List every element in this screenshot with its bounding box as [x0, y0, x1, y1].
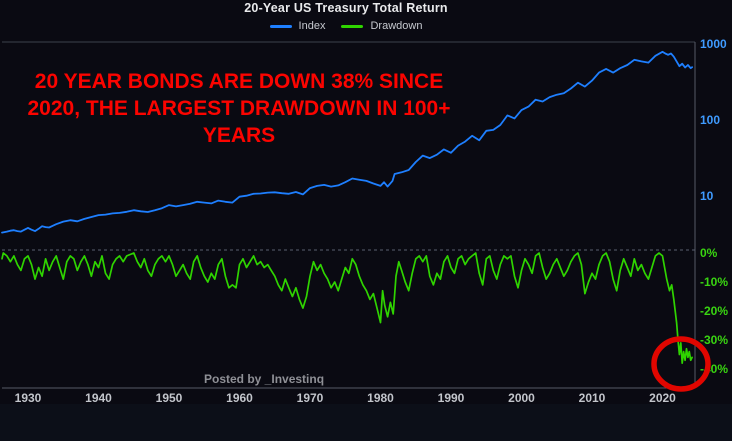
legend-label-drawdown: Drawdown: [370, 20, 423, 32]
x-axis-tick-label: 1960: [226, 391, 253, 405]
x-axis-tick-label: 2020: [649, 391, 676, 405]
red-annotation-text: 20 YEAR BONDS ARE DOWN 38% SINCE 2020, T…: [6, 68, 472, 149]
annotation-line-1: 20 YEAR BONDS ARE DOWN 38% SINCE: [34, 70, 444, 93]
x-axis-tick-label: 1970: [296, 391, 324, 405]
index-line-swatch: [269, 24, 292, 28]
x-axis-tick-label: 1940: [85, 391, 112, 405]
x-axis-tick-label: 1980: [367, 391, 394, 405]
chart-legend: Index Drawdown: [0, 20, 692, 32]
legend-item-drawdown: Drawdown: [341, 20, 422, 32]
footer-bar: Augur Infinity: [0, 404, 732, 441]
y-axis-tick-label: 100: [700, 113, 721, 127]
watermark-text: Posted by _Investinq: [204, 372, 325, 386]
index-line: [1, 50, 693, 234]
chart-title: 20-Year US Treasury Total Return: [244, 1, 448, 15]
annotation-line-2: 2020, THE LARGEST DRAWDOWN IN 100+: [27, 97, 451, 120]
y-axis-tick-label: -10%: [700, 275, 729, 289]
y-axis-tick-label: -30%: [700, 333, 729, 347]
x-axis-tick-label: 2000: [508, 391, 535, 405]
legend-label-index: Index: [298, 20, 326, 32]
y-axis-tick-label: -20%: [700, 304, 729, 318]
x-axis-tick-label: 2010: [578, 391, 606, 405]
x-axis-tick-label: 1950: [155, 391, 183, 405]
annotation-line-3: YEARS: [202, 124, 276, 147]
y-axis-tick-label: 1000: [700, 37, 727, 51]
drawdown-line-swatch: [341, 24, 364, 28]
x-axis-tick-label: 1930: [14, 391, 42, 405]
drawdown-line: [1, 252, 693, 365]
legend-item-index: Index: [269, 20, 326, 32]
y-axis-tick-label: 0%: [700, 246, 718, 260]
y-axis-tick-label: -40%: [700, 362, 729, 376]
x-axis-tick-label: 1990: [437, 391, 465, 405]
y-axis-tick-label: 10: [700, 189, 714, 203]
